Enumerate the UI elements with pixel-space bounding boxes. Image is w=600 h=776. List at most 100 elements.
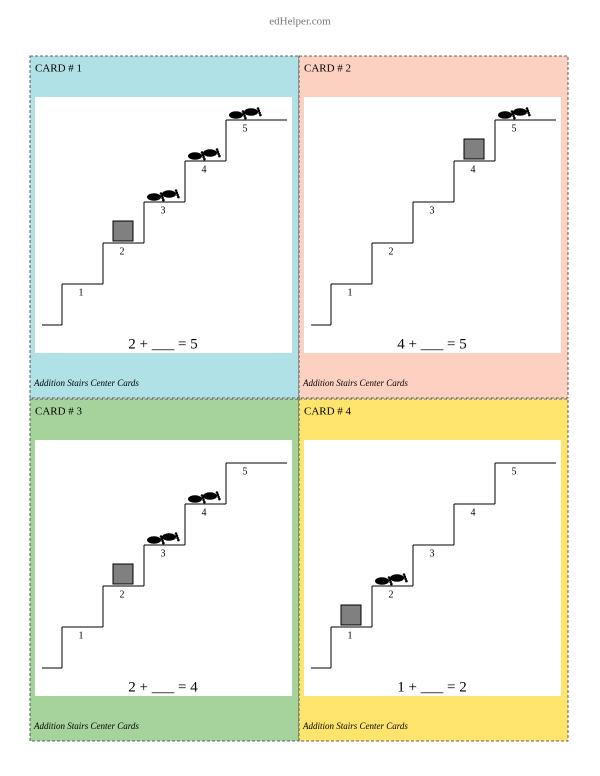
- toe: [403, 575, 407, 578]
- step-label: 1: [348, 287, 353, 298]
- toe: [512, 114, 515, 118]
- toe: [215, 148, 219, 151]
- toe: [241, 110, 245, 113]
- step-label: 1: [79, 630, 84, 641]
- toe: [175, 534, 179, 537]
- toe: [159, 192, 163, 195]
- foot: [188, 152, 202, 160]
- toe: [203, 157, 206, 161]
- card-title: CARD # 1: [35, 63, 82, 75]
- step-label: 2: [389, 589, 394, 600]
- counter-square: [340, 604, 362, 626]
- card: CARD # 3 1 2 3 4 5 2 + ___ = 4 Addition Stairs …: [29, 398, 300, 742]
- toe: [218, 497, 221, 501]
- card-footer: Addition Stairs Center Cards: [33, 378, 139, 388]
- foot: [203, 492, 217, 500]
- foot: [229, 111, 243, 119]
- toe: [200, 151, 204, 154]
- step-label: 3: [430, 205, 435, 216]
- card: CARD # 1 1 2 3 4 5 2 + ___ = 5 Addition Stairs …: [29, 55, 300, 399]
- toe: [387, 576, 391, 579]
- step-label: 4: [471, 164, 476, 175]
- toe: [174, 532, 178, 535]
- foot: [498, 111, 512, 119]
- card-title: CARD # 3: [35, 406, 83, 418]
- toe: [177, 195, 180, 199]
- foot: [162, 533, 176, 541]
- toe: [402, 573, 406, 576]
- card-panel: [35, 440, 292, 696]
- equation: 1 + ___ = 2: [397, 679, 466, 695]
- toe: [217, 495, 220, 499]
- step-label: 3: [161, 548, 166, 559]
- toe: [243, 114, 246, 118]
- equation: 2 + ___ = 5: [128, 336, 197, 352]
- foot: [147, 536, 161, 544]
- step-label: 2: [120, 246, 125, 257]
- toe: [162, 198, 165, 202]
- card-panel: [304, 440, 561, 696]
- toe: [176, 536, 179, 540]
- step-label: 4: [202, 507, 207, 518]
- toe: [525, 107, 529, 110]
- step-label: 4: [471, 507, 476, 518]
- card-footer: Addition Stairs Center Cards: [302, 378, 408, 388]
- toe: [174, 189, 178, 192]
- step-label: 3: [430, 548, 435, 559]
- card-panel: [304, 97, 561, 353]
- toe: [259, 113, 262, 117]
- toe: [244, 116, 247, 120]
- step-label: 4: [202, 164, 207, 175]
- counter-square: [112, 220, 134, 242]
- step-label: 2: [120, 589, 125, 600]
- card-panel: [35, 97, 292, 353]
- step-label: 5: [243, 123, 248, 134]
- foot: [375, 577, 389, 585]
- foot: [390, 574, 404, 582]
- toe: [176, 193, 179, 197]
- card-footer: Addition Stairs Center Cards: [302, 721, 408, 731]
- toe: [203, 500, 206, 504]
- toe: [405, 579, 408, 583]
- toe: [528, 113, 531, 117]
- equation: 2 + ___ = 4: [128, 679, 198, 695]
- toe: [159, 535, 163, 538]
- step-label: 1: [348, 630, 353, 641]
- card-title: CARD # 4: [304, 406, 352, 418]
- toe: [258, 111, 261, 115]
- toe: [162, 541, 165, 545]
- site-header: edHelper.com: [269, 16, 331, 28]
- toe: [527, 111, 530, 115]
- step-label: 1: [79, 287, 84, 298]
- step-label: 3: [161, 205, 166, 216]
- foot: [147, 193, 161, 201]
- toe: [526, 109, 530, 112]
- foot: [244, 108, 258, 116]
- card: CARD # 4 1 2 3 4 5 1 + ___ = 2 Addition Stairs …: [298, 398, 569, 742]
- toe: [513, 116, 516, 120]
- step-label: 5: [243, 466, 248, 477]
- toe: [216, 493, 220, 496]
- toe: [215, 491, 219, 494]
- toe: [510, 110, 514, 113]
- toe: [177, 538, 180, 542]
- step-label: 5: [512, 466, 517, 477]
- toe: [257, 109, 261, 112]
- foot: [203, 149, 217, 157]
- toe: [175, 191, 179, 194]
- toe: [218, 154, 221, 158]
- foot: [162, 190, 176, 198]
- card-title: CARD # 2: [304, 63, 351, 75]
- toe: [200, 494, 204, 497]
- foot: [513, 108, 527, 116]
- equation: 4 + ___ = 5: [397, 336, 466, 352]
- toe: [161, 539, 164, 543]
- toe: [404, 577, 407, 581]
- toe: [202, 155, 205, 159]
- step-label: 5: [512, 123, 517, 134]
- toe: [216, 150, 220, 153]
- counter-square: [463, 138, 485, 160]
- toe: [389, 580, 392, 584]
- toe: [161, 196, 164, 200]
